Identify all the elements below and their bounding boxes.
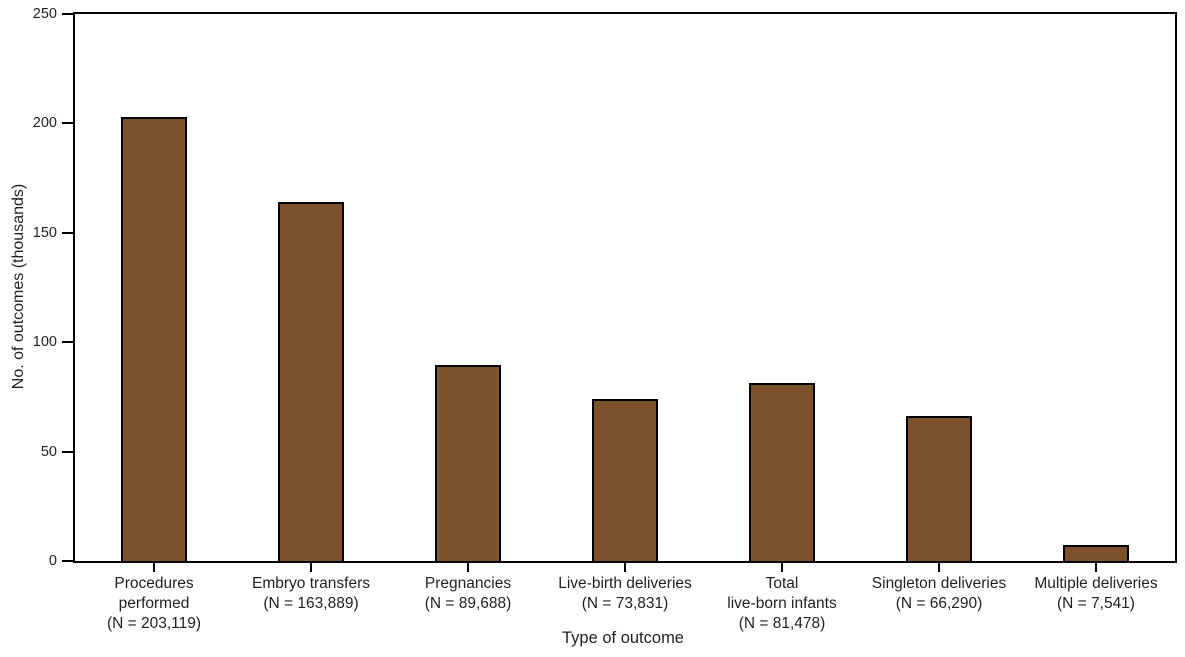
x-category-label-line: performed [118,595,190,612]
x-category-label-line: Procedures [114,575,194,592]
y-axis-title: No. of outcomes (thousands) [10,183,27,390]
x-tick-total-live-born-infants [781,563,783,572]
y-tick-label-100: 100 [32,334,57,351]
x-category-label-line: (N = 89,688) [424,595,512,612]
plot-area: 0 50 100 150 200 250 Procedures performed (N = 2… [33,6,1177,632]
y-tick-200 [62,122,73,125]
x-tick-pregnancies [467,563,469,572]
x-category-label-singleton-deliveries: Singleton deliveries (N = 66,290) [854,574,1024,614]
x-category-label-line: Multiple deliveries [1034,575,1158,592]
x-category-label-total-live-born-infants: Total live-born infants (N = 81,478) [697,574,867,634]
x-tick-multiple-deliveries [1095,563,1097,572]
x-category-label-line: (N = 7,541) [1057,595,1135,612]
x-axis-title: Type of outcome [562,629,684,647]
x-category-label-embryo-transfers: Embryo transfers (N = 163,889) [226,574,396,614]
x-category-label-pregnancies: Pregnancies (N = 89,688) [383,574,553,614]
x-category-label-multiple-deliveries: Multiple deliveries (N = 7,541) [1011,574,1181,614]
x-category-label-line: (N = 203,119) [106,615,202,632]
x-category-label-procedures-performed: Procedures performed (N = 203,119) [69,574,239,634]
x-tick-embryo-transfers [310,563,312,572]
bar-procedures-performed [121,117,187,561]
x-category-label-line: (N = 73,831) [581,595,669,612]
x-tick-procedures-performed [153,563,155,572]
x-category-label-line: Singleton deliveries [871,575,1007,592]
x-category-label-line: Total [765,575,799,592]
y-tick-250 [62,13,73,15]
x-tick-live-birth-deliveries [624,563,626,572]
x-category-label-line: live-born infants [727,595,837,612]
y-tick-label-0: 0 [48,553,57,569]
bar-embryo-transfers [278,202,344,561]
y-tick-label-50: 50 [40,443,57,460]
x-category-label-line: (N = 163,889) [263,595,359,612]
bar-singleton-deliveries [906,416,972,561]
y-tick-0 [62,560,73,562]
bar-live-birth-deliveries [592,399,658,561]
y-tick-100 [62,341,73,344]
x-category-label-line: Embryo transfers [251,575,370,592]
x-category-label-line: (N = 81,478) [738,615,826,632]
bar-pregnancies [435,365,501,561]
y-tick-label-150: 150 [32,224,57,241]
x-tick-singleton-deliveries [938,563,940,572]
y-tick-150 [62,231,73,234]
x-category-label-line: (N = 66,290) [895,595,983,612]
bar-multiple-deliveries [1063,545,1129,561]
y-tick-label-200: 200 [32,115,57,132]
x-category-label-line: Live-birth deliveries [558,575,692,592]
x-category-label-line: Pregnancies [424,575,512,592]
y-tick-label-250: 250 [32,6,57,22]
y-tick-50 [62,450,73,453]
bar-total-live-born-infants [749,383,815,561]
x-category-label-live-birth-deliveries: Live-birth deliveries (N = 73,831) [540,574,710,614]
